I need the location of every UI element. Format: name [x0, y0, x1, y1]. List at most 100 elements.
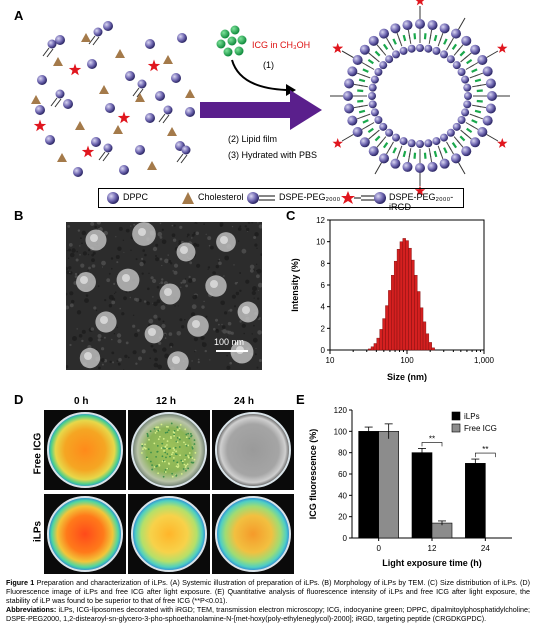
- lipid-head-outer: [477, 127, 488, 137]
- time-label-0h: 0 h: [74, 396, 89, 407]
- dppc-molecule: [135, 145, 145, 155]
- y-tick-label: 2: [321, 324, 326, 333]
- dppc-molecule: [155, 91, 165, 101]
- lipid-head-outer: [439, 23, 450, 34]
- dspe-peg-molecule: [55, 89, 65, 99]
- lipid-head-outer: [347, 66, 358, 77]
- row-label-free-icg: Free ICG: [32, 432, 44, 475]
- lipid-head-outer: [451, 153, 461, 164]
- cholesterol-molecule: [57, 153, 67, 162]
- x-tick-label: 24: [481, 544, 490, 553]
- size-bar: [399, 241, 403, 351]
- y-tick-label: 60: [338, 470, 347, 479]
- bar-ilps: [465, 463, 486, 539]
- panel-label-c: C: [286, 208, 296, 223]
- size-bar: [376, 337, 380, 351]
- cholesterol-molecule: [135, 93, 145, 102]
- lipid-head-inner: [416, 44, 424, 52]
- y-tick-label: 120: [334, 406, 348, 415]
- lipid-head-inner: [464, 92, 472, 100]
- step-2-label: (2) Lipid film: [228, 134, 278, 144]
- lipid-head-outer: [485, 103, 496, 114]
- panel-label-e: E: [296, 392, 305, 407]
- dppc-molecule: [185, 107, 195, 117]
- lipid-head-inner: [385, 55, 394, 64]
- x-tick-label: 0: [376, 544, 381, 553]
- lipid-head-inner: [452, 122, 461, 131]
- lipid-head-inner: [463, 100, 472, 109]
- lipid-head-inner: [463, 83, 472, 92]
- dppc-molecule: [171, 73, 181, 83]
- lipid-head-outer: [470, 137, 481, 148]
- lipid-head-outer: [451, 28, 461, 39]
- size-bar: [367, 348, 372, 351]
- liposome-diagram: [330, 0, 510, 196]
- dppc-molecule: [145, 113, 155, 123]
- lipid-head-outer: [487, 91, 497, 101]
- y-tick-label: 10: [316, 238, 325, 247]
- irgd-peptide: [414, 185, 426, 196]
- lipid-head-inner: [368, 83, 377, 92]
- lipid-head-inner: [432, 46, 441, 55]
- size-bar: [385, 305, 389, 351]
- lipid-head-inner: [461, 75, 470, 84]
- step-1-label: (1): [263, 60, 274, 70]
- lipid-head-outer: [344, 78, 355, 89]
- legend-dspe-peg-irgd: DSPE-PEG₂₀₀₀-iRGD: [389, 192, 454, 212]
- lipid-head-inner: [440, 133, 448, 142]
- lipid-head-outer: [485, 78, 496, 89]
- lipid-head-outer: [482, 66, 493, 77]
- size-bar: [419, 307, 424, 351]
- figure-caption: Figure 1 Preparation and characterizatio…: [6, 578, 530, 623]
- cholesterol-molecule: [113, 125, 123, 134]
- lipid-head-inner: [461, 108, 470, 117]
- lipid-head-inner: [407, 139, 416, 148]
- lipid-head-inner: [385, 128, 394, 137]
- bar-ilps: [358, 431, 379, 539]
- irgd-peptide: [117, 111, 131, 124]
- y-tick-label: 12: [316, 216, 325, 225]
- ilps-dish: [47, 496, 123, 572]
- dppc-molecule: [105, 103, 115, 113]
- y-tick-label: 20: [338, 513, 347, 522]
- size-bar: [388, 290, 392, 351]
- dppc-molecule: [119, 165, 129, 175]
- cholesterol-molecule: [167, 127, 177, 136]
- cholesterol-molecule: [115, 49, 125, 58]
- size-bar: [414, 275, 418, 351]
- step-3-label: (3) Hydrated with PBS: [228, 150, 318, 160]
- x-tick-label: 1,000: [474, 356, 495, 365]
- x-tick-label: 12: [428, 544, 437, 553]
- significance-label: **: [429, 434, 435, 443]
- size-bar: [382, 318, 386, 351]
- dppc-molecule: [87, 59, 97, 69]
- dspe-peg-molecule: [103, 143, 113, 153]
- y-tick-label: 80: [338, 449, 347, 458]
- scale-bar: [216, 350, 248, 352]
- ilps-dish: [131, 496, 207, 572]
- legend-label: Free ICG: [464, 424, 497, 433]
- row-label-ilps: iLPs: [32, 520, 44, 543]
- free-icg-dish: [215, 412, 291, 488]
- lipid-head-inner: [392, 133, 400, 142]
- lipid-head-inner: [392, 50, 400, 59]
- size-distribution-chart: 0 2 4 6 8 10 12 10 100 1,000 Size (nm) Intensity (%…: [290, 216, 495, 382]
- time-label-24h: 24 h: [234, 396, 255, 407]
- dspe-peg-molecule: [181, 145, 191, 155]
- cholesterol-molecule: [163, 55, 173, 64]
- dppc-molecule: [37, 75, 47, 85]
- y-axis-label: ICG fluorescence (%): [308, 429, 318, 520]
- lipid-head-outer: [343, 91, 353, 101]
- dppc-molecule: [91, 137, 101, 147]
- irgd-peptide: [147, 59, 161, 72]
- size-bar: [411, 259, 415, 351]
- size-bar: [393, 260, 398, 351]
- size-bar: [396, 249, 401, 351]
- lipid-head-outer: [359, 44, 370, 55]
- irgd-peptide: [497, 43, 508, 53]
- cholesterol-molecule: [185, 89, 195, 98]
- lipid-head-outer: [352, 55, 363, 65]
- lipid-head-outer: [390, 23, 401, 34]
- lipid-head-inner: [370, 108, 379, 117]
- lipid-head-outer: [461, 35, 472, 46]
